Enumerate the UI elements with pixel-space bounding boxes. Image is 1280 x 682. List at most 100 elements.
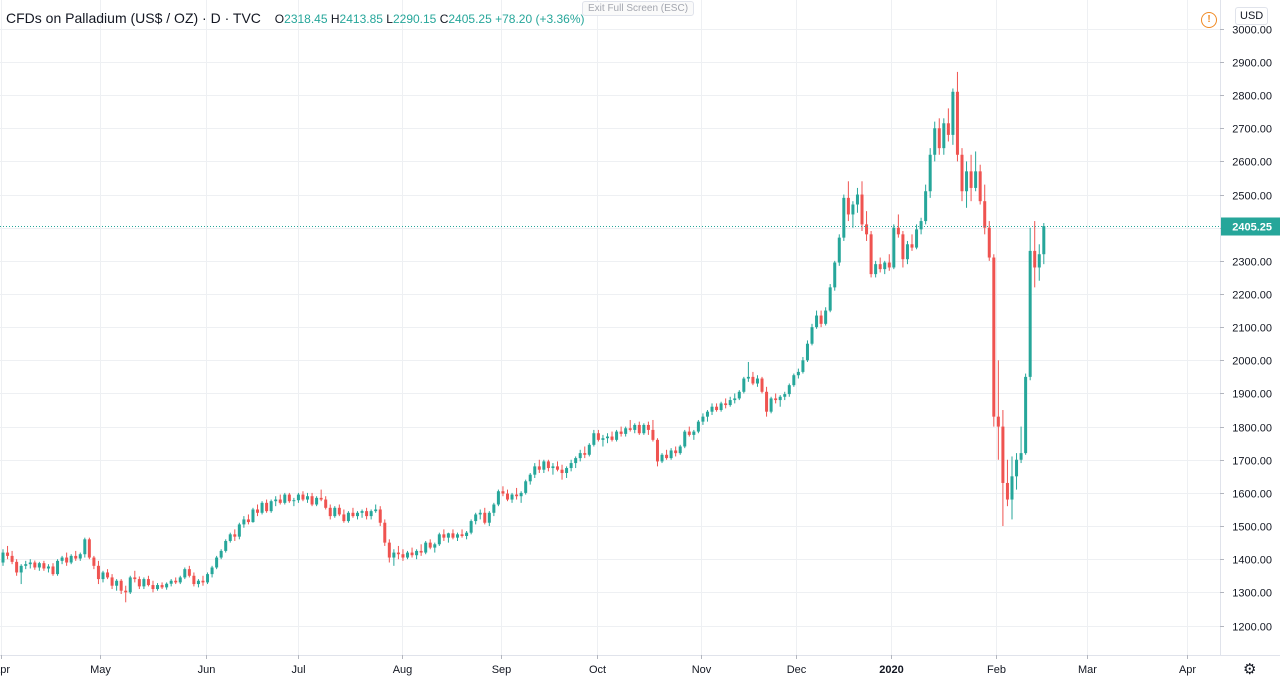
candle-body xyxy=(674,450,678,454)
candle xyxy=(542,459,546,474)
candle-body xyxy=(578,453,582,459)
last-price-label: 2405.25 xyxy=(1221,217,1280,236)
candle xyxy=(169,579,173,587)
candle xyxy=(28,559,32,569)
candle xyxy=(387,539,391,563)
alert-icon[interactable]: ! xyxy=(1201,12,1217,28)
candle-body xyxy=(787,385,791,395)
symbol-title[interactable]: CFDs on Palladium (US$ / OZ) · D · TVC xyxy=(6,10,261,26)
candle xyxy=(278,494,282,505)
candle xyxy=(828,284,832,313)
candle-body xyxy=(15,561,19,573)
y-tick-label: 3000.00 xyxy=(1232,25,1272,37)
candle-body xyxy=(374,509,378,512)
candle-body xyxy=(1019,453,1023,460)
candle-body xyxy=(592,433,596,445)
candle xyxy=(642,423,646,435)
candle-body xyxy=(905,244,909,260)
candle-body xyxy=(701,416,705,422)
candle-body xyxy=(601,438,605,440)
candle xyxy=(401,549,405,561)
settings-gear-icon[interactable]: ⚙ xyxy=(1243,661,1257,678)
symbol-legend[interactable]: CFDs on Palladium (US$ / OZ) · D · TVC O… xyxy=(6,10,585,26)
candle-body xyxy=(524,481,528,493)
candle xyxy=(15,559,19,576)
candle xyxy=(310,492,314,507)
candle xyxy=(837,234,841,266)
candle-body xyxy=(751,376,755,384)
candle-body xyxy=(837,237,841,263)
candle xyxy=(751,371,755,386)
candle-body xyxy=(769,398,773,412)
candle-body xyxy=(210,567,214,575)
candle xyxy=(601,434,605,447)
candle xyxy=(469,519,473,535)
x-tick-label: Sep xyxy=(492,664,512,676)
candle xyxy=(219,549,223,560)
candle-body xyxy=(196,580,200,585)
candle xyxy=(596,429,600,442)
candle xyxy=(533,463,537,478)
candle-body xyxy=(274,499,278,502)
candle-body xyxy=(887,262,891,268)
candle-body xyxy=(983,201,987,228)
candle xyxy=(424,540,428,555)
candle-body xyxy=(660,454,664,462)
candle-body xyxy=(565,468,569,474)
candle-body xyxy=(892,227,896,268)
candle xyxy=(383,519,387,546)
candle-body xyxy=(801,360,805,372)
candle-body xyxy=(974,171,978,188)
x-tick-label: Nov xyxy=(692,664,712,676)
candle-body xyxy=(201,580,205,583)
candle xyxy=(87,537,91,560)
candle-body xyxy=(428,542,432,548)
candle-body xyxy=(587,444,591,455)
candle xyxy=(196,579,200,588)
candle xyxy=(392,549,396,566)
candle-body xyxy=(56,560,60,575)
candle-body xyxy=(1042,226,1046,255)
candle-body xyxy=(719,403,723,411)
candle xyxy=(737,390,741,401)
candle-body xyxy=(933,128,937,155)
candle-body xyxy=(183,569,187,578)
candle-body xyxy=(705,411,709,417)
time-axis[interactable]: Apr May Jun Jul Aug Sep Oct Nov Dec 2020 Feb Mar Apr xyxy=(0,655,1196,676)
candle xyxy=(369,509,373,520)
candle xyxy=(815,310,819,329)
candle-body xyxy=(283,494,287,503)
candle xyxy=(905,240,909,265)
candle xyxy=(24,560,28,570)
y-tick-label: 2800.00 xyxy=(1232,91,1272,103)
candle-body xyxy=(387,542,391,558)
candle-body xyxy=(415,550,419,556)
candle-body xyxy=(378,509,382,523)
open-value: 2318.45 xyxy=(284,12,328,26)
currency-button[interactable]: USD xyxy=(1235,7,1269,25)
candle xyxy=(446,532,450,543)
candle xyxy=(565,466,569,478)
exit-fullscreen-button[interactable]: Exit Full Screen (ESC) xyxy=(582,1,695,16)
candle xyxy=(955,71,959,162)
candle-body xyxy=(996,416,1000,427)
candle xyxy=(1042,223,1046,265)
candle-body xyxy=(946,123,950,135)
candle xyxy=(37,561,41,571)
candle-body xyxy=(842,197,846,238)
candle xyxy=(887,254,891,271)
candle xyxy=(946,108,950,142)
price-axis[interactable]: 1200.00 1300.00 1400.00 1500.00 1600.00 1700.… xyxy=(1220,25,1272,634)
candle-body xyxy=(678,446,682,454)
candle xyxy=(256,504,260,517)
candle xyxy=(115,579,119,591)
candle-body xyxy=(519,492,523,497)
candle xyxy=(92,555,96,570)
candle-body xyxy=(965,171,969,192)
candle-body xyxy=(360,511,364,513)
candlestick-series xyxy=(1,71,1046,603)
candle-body xyxy=(669,450,673,459)
candle xyxy=(146,575,150,587)
candle-body xyxy=(192,575,196,585)
